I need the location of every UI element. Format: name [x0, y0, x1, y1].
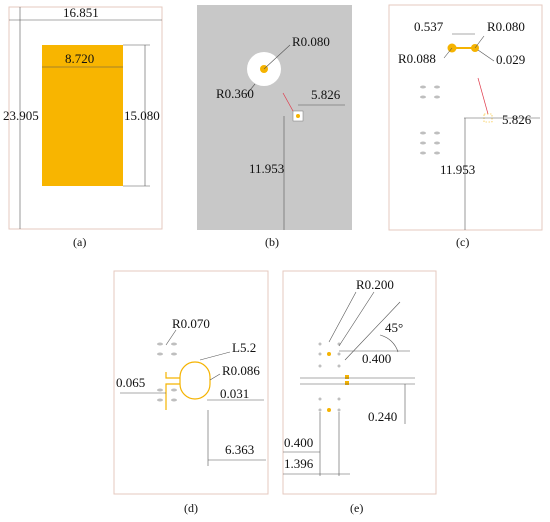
panel-e: R0.200 45° 0.400 0.240 0.400 1.396 (e) — [282, 270, 437, 515]
element-array-d — [157, 342, 177, 402]
panel-b: R0.080 R0.360 5.826 11.953 (b) — [197, 5, 352, 249]
dim-r-small: R0.080 — [292, 34, 330, 49]
element-array — [420, 85, 440, 155]
leader-r-right-d — [209, 373, 221, 381]
red-leader — [282, 92, 294, 112]
panel-a: 16.851 8.720 23.905 15.080 (a) — [3, 5, 163, 249]
dim-length: L5.2 — [232, 340, 256, 355]
caption-c: (c) — [456, 235, 469, 249]
via-top — [345, 375, 349, 379]
dim-height-inner: 15.080 — [124, 108, 160, 123]
dim-offset-y: 11.953 — [249, 161, 284, 176]
angle-line — [344, 301, 401, 361]
dim-width: 0.029 — [496, 52, 525, 67]
dim-r-right-d: R0.086 — [222, 363, 260, 378]
dim-spacing-top: 0.400 — [362, 351, 391, 366]
dim-offset-y-c: 11.953 — [440, 162, 475, 177]
leader-r-large — [245, 83, 256, 96]
dim-width-outer: 16.851 — [63, 5, 99, 20]
caption-e: (e) — [350, 501, 363, 515]
panel-d: R0.070 L5.2 0.065 R0.086 0.031 6.363 (d) — [113, 270, 269, 515]
dim-offset-x-d: 6.363 — [225, 442, 254, 457]
ground-plane — [197, 5, 352, 230]
dim-offset-x: 5.826 — [311, 87, 341, 102]
dim-r-top-d: R0.070 — [172, 316, 210, 331]
via-point — [296, 114, 300, 118]
dim-gap: 0.537 — [414, 19, 444, 34]
element-array-e — [318, 342, 341, 412]
dim-r-right: R0.080 — [487, 19, 525, 34]
caption-a: (a) — [73, 235, 86, 249]
slot-loop — [179, 361, 211, 400]
leader-r-top-d — [165, 329, 177, 346]
leader-r-right — [474, 35, 485, 49]
dim-height-outer: 23.905 — [3, 108, 39, 123]
feed-dot-bottom — [327, 408, 331, 412]
leader-radius-1 — [328, 291, 357, 343]
dim-width-inner: 8.720 — [65, 51, 94, 66]
caption-b: (b) — [265, 235, 279, 249]
dim-r-large: R0.360 — [216, 86, 254, 101]
feed-arm-lower — [165, 383, 180, 410]
dim-gap-d: 0.031 — [220, 386, 249, 401]
feed-arm-upper — [165, 372, 180, 379]
dim-spacing-left: 0.065 — [116, 375, 145, 390]
dim-angle: 45° — [385, 320, 403, 335]
dim-r-left: R0.088 — [398, 51, 436, 66]
panel-c: 0.537 R0.080 R0.088 0.029 5.826 11.953 (… — [388, 4, 543, 249]
leader-width — [477, 49, 495, 62]
leader-radius-2 — [338, 291, 375, 347]
dim-radius: R0.200 — [356, 277, 394, 292]
dim-spacing-right: 0.240 — [368, 409, 397, 424]
leader-r-left — [443, 47, 453, 59]
dim-offset-x-e: 1.396 — [284, 456, 314, 471]
feed-dot-top — [327, 352, 331, 356]
dim-offset-x-c: 5.826 — [502, 112, 532, 127]
panel-e-frame — [282, 270, 437, 495]
panel-c-frame — [388, 4, 543, 231]
leader-r-small — [263, 44, 291, 70]
caption-d: (d) — [184, 501, 198, 515]
patch-rectangle — [42, 45, 123, 186]
red-leader-c — [477, 77, 489, 115]
via-bottom — [345, 381, 349, 385]
leader-length — [199, 351, 231, 361]
dim-spacing-bottom: 0.400 — [284, 435, 313, 450]
